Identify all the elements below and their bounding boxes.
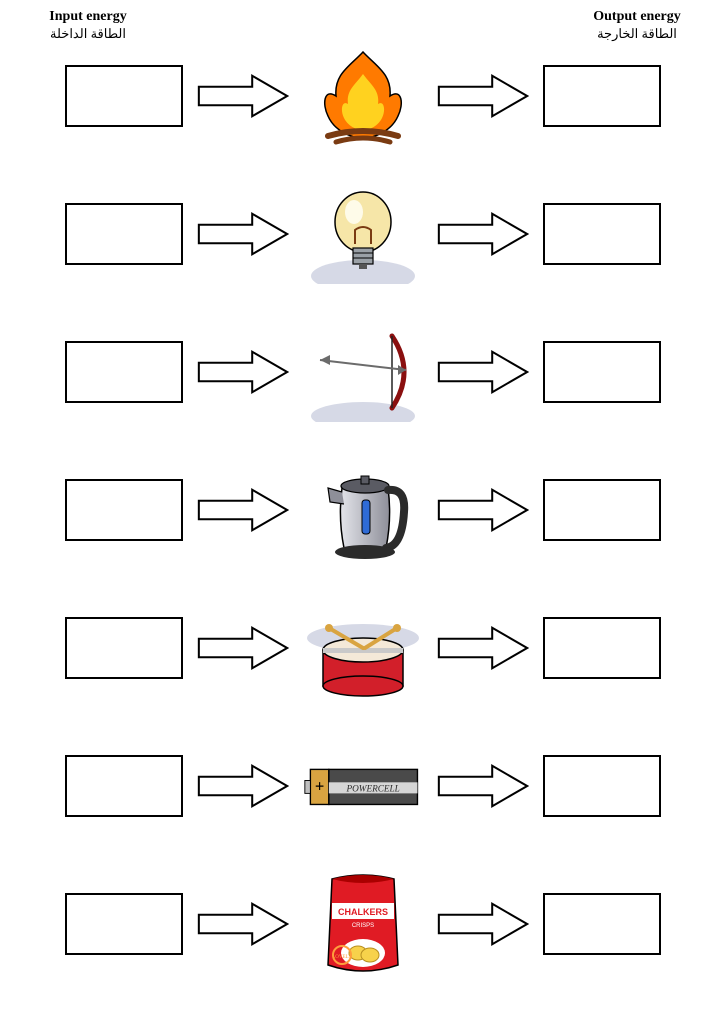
header-input-en: Input energy — [18, 8, 158, 26]
arrow-icon — [437, 348, 529, 396]
worksheet-row — [18, 598, 707, 698]
worksheet-row: CHALKERS CRISPS LOVELY — [18, 874, 707, 974]
output-box[interactable] — [543, 341, 661, 403]
arrow-icon — [437, 72, 529, 120]
svg-text:LOVELY: LOVELY — [332, 955, 352, 960]
item-image-bow — [303, 321, 423, 423]
arrow-icon — [197, 900, 289, 948]
header-input: Input energy الطاقة الداخلة — [18, 8, 158, 42]
arrow-icon — [197, 624, 289, 672]
input-box[interactable] — [65, 755, 183, 817]
arrow-icon — [197, 348, 289, 396]
header-output: Output energy الطاقة الخارجة — [567, 8, 707, 42]
arrow-icon — [437, 900, 529, 948]
input-box[interactable] — [65, 479, 183, 541]
item-image-lightbulb — [303, 183, 423, 285]
arrow-icon — [437, 624, 529, 672]
worksheet-row — [18, 184, 707, 284]
arrow-icon — [437, 762, 529, 810]
worksheet-row — [18, 46, 707, 146]
worksheet-row — [18, 460, 707, 560]
arrow-icon — [197, 210, 289, 258]
output-box[interactable] — [543, 617, 661, 679]
item-image-kettle — [303, 459, 423, 561]
input-box[interactable] — [65, 893, 183, 955]
item-image-drum — [303, 597, 423, 699]
arrow-icon — [437, 210, 529, 258]
worksheet-row — [18, 322, 707, 422]
arrow-icon — [197, 486, 289, 534]
input-box[interactable] — [65, 617, 183, 679]
item-image-battery: POWERCELL + — [303, 735, 423, 837]
arrow-icon — [437, 486, 529, 534]
header-output-ar: الطاقة الخارجة — [567, 26, 707, 42]
svg-text:CRISPS: CRISPS — [351, 923, 373, 929]
svg-text:+: + — [314, 776, 323, 795]
item-image-fire — [303, 45, 423, 147]
header-input-ar: الطاقة الداخلة — [18, 26, 158, 42]
worksheet-rows: POWERCELL + CHALKERS CRISPS LOVELY — [18, 46, 707, 974]
header-output-en: Output energy — [567, 8, 707, 26]
svg-text:CHALKERS: CHALKERS — [337, 907, 387, 917]
svg-text:POWERCELL: POWERCELL — [345, 783, 399, 793]
arrow-icon — [197, 762, 289, 810]
output-box[interactable] — [543, 65, 661, 127]
output-box[interactable] — [543, 893, 661, 955]
arrow-icon — [197, 72, 289, 120]
item-image-crisps: CHALKERS CRISPS LOVELY — [303, 873, 423, 975]
input-box[interactable] — [65, 203, 183, 265]
headers-row: Input energy الطاقة الداخلة Output energ… — [18, 8, 707, 42]
input-box[interactable] — [65, 341, 183, 403]
output-box[interactable] — [543, 203, 661, 265]
input-box[interactable] — [65, 65, 183, 127]
output-box[interactable] — [543, 479, 661, 541]
worksheet-row: POWERCELL + — [18, 736, 707, 836]
output-box[interactable] — [543, 755, 661, 817]
